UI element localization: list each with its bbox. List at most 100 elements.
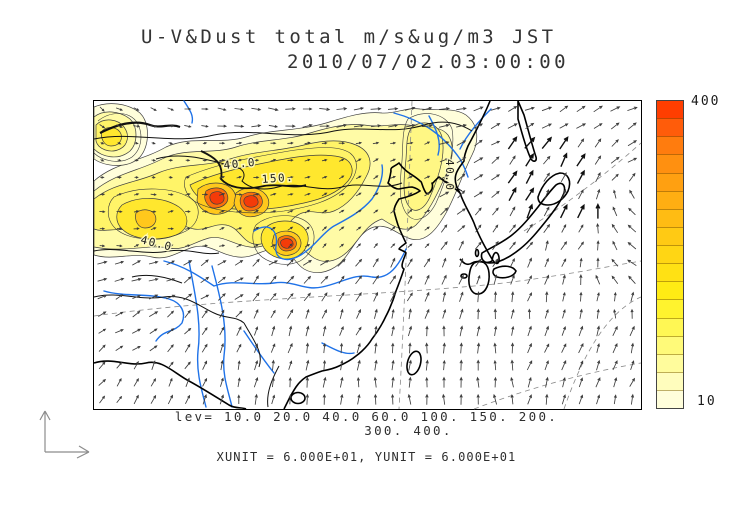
- wind-arrow: [627, 241, 637, 250]
- wind-arrow: [612, 325, 618, 336]
- river-liao: [428, 115, 440, 156]
- wind-arrow: [577, 241, 584, 250]
- wind-arrow: [630, 291, 635, 302]
- wind-arrow: [321, 309, 327, 319]
- wind-arrow: [201, 107, 209, 111]
- wind-arrow: [338, 291, 345, 302]
- wind-arrow: [339, 243, 345, 248]
- island-sakhalin: [517, 100, 537, 162]
- wind-arrow: [408, 359, 412, 371]
- wind-arrow: [630, 360, 635, 371]
- wind-arrow: [150, 107, 157, 111]
- colorbar-segment: [657, 264, 683, 283]
- wind-arrow: [321, 175, 328, 179]
- wind-arrow: [356, 377, 360, 388]
- wind-arrow: [202, 377, 208, 387]
- wind-arrow: [440, 224, 448, 233]
- wind-arrow: [302, 123, 313, 128]
- wind-arrow: [202, 360, 208, 370]
- wind-arrow: [253, 159, 260, 162]
- wind-arrow: [612, 240, 618, 251]
- wind-arrow: [561, 325, 567, 336]
- wind-arrow: [545, 291, 549, 303]
- wind-arrow: [595, 274, 601, 285]
- wind-arrow: [373, 393, 378, 405]
- wind-arrow: [338, 226, 345, 231]
- wind-arrow: [407, 275, 413, 285]
- wind-arrow: [630, 393, 635, 405]
- wind-arrow: [425, 393, 429, 405]
- wind-arrow: [610, 122, 620, 130]
- wind-arrow: [562, 291, 566, 302]
- wind-arrow: [270, 176, 277, 179]
- wind-arrow: [252, 292, 260, 302]
- graticule-line: [398, 100, 413, 410]
- wind-arrow: [115, 345, 124, 351]
- wind-arrow: [510, 359, 514, 371]
- wind-arrow: [287, 175, 294, 179]
- wind-arrow: [286, 293, 294, 301]
- wind-arrow: [577, 138, 585, 148]
- wind-arrow: [543, 172, 550, 182]
- wind-arrow: [390, 192, 396, 197]
- wind-arrow: [525, 153, 535, 167]
- wind-arrow: [370, 107, 382, 111]
- wind-arrow: [374, 325, 378, 337]
- wind-arrow: [304, 209, 311, 214]
- wind-arrow: [167, 310, 175, 318]
- wind-arrow: [305, 308, 310, 319]
- wind-arrow: [132, 310, 141, 318]
- river-brahmaputra: [103, 290, 185, 342]
- wind-arrow: [100, 141, 105, 145]
- wind-arrow: [459, 342, 463, 354]
- wind-arrow: [612, 206, 618, 217]
- wind-arrow: [578, 343, 584, 354]
- graticule-line: [93, 260, 642, 317]
- wind-arrow: [218, 192, 226, 196]
- wind-arrow: [578, 325, 584, 337]
- wind-arrow: [441, 274, 447, 285]
- wind-arrow: [97, 294, 108, 300]
- wind-arrow: [593, 105, 603, 113]
- wind-arrow: [133, 210, 140, 213]
- wind-arrow: [218, 293, 226, 301]
- wind-arrow: [115, 294, 124, 300]
- wind-arrow: [168, 244, 174, 247]
- wind-arrow: [183, 260, 193, 266]
- wind-arrow: [355, 141, 363, 145]
- wind-arrow: [476, 274, 481, 285]
- wind-arrow: [219, 158, 225, 162]
- wind-arrow: [304, 244, 311, 248]
- wind-arrow: [527, 376, 532, 388]
- wind-arrow: [440, 241, 448, 250]
- wind-arrow: [98, 344, 106, 352]
- wind-arrow: [219, 377, 224, 387]
- wind-arrow: [561, 343, 567, 353]
- wind-arrow: [576, 153, 586, 167]
- wind-arrow: [578, 224, 584, 233]
- wind-arrow: [134, 158, 139, 162]
- colorbar-segment: [657, 209, 683, 228]
- wind-arrow: [442, 291, 447, 302]
- wind-arrow: [373, 308, 378, 319]
- wind-arrow: [322, 359, 327, 371]
- wind-arrow: [541, 106, 553, 112]
- wind-arrow: [100, 176, 105, 179]
- wind-arrow: [544, 360, 549, 371]
- wind-arrow: [287, 342, 293, 354]
- wind-arrow: [338, 209, 345, 214]
- wind-arrow: [627, 157, 638, 163]
- wind-arrow: [509, 206, 516, 217]
- wind-arrow: [596, 257, 600, 268]
- wind-arrow: [236, 141, 243, 145]
- wind-arrow: [442, 376, 446, 388]
- wind-arrow: [185, 210, 191, 213]
- wind-arrow: [116, 395, 123, 404]
- wind-arrow: [424, 243, 430, 249]
- wind-arrow: [510, 376, 514, 388]
- wind-arrow: [236, 193, 243, 196]
- contour-levels-legend-line1: lev= 10.0 20.0 40.0 60.0 100. 150. 200.: [174, 409, 559, 424]
- wind-arrow: [526, 203, 533, 219]
- wind-arrow: [167, 124, 175, 128]
- wind-arrow: [424, 192, 431, 197]
